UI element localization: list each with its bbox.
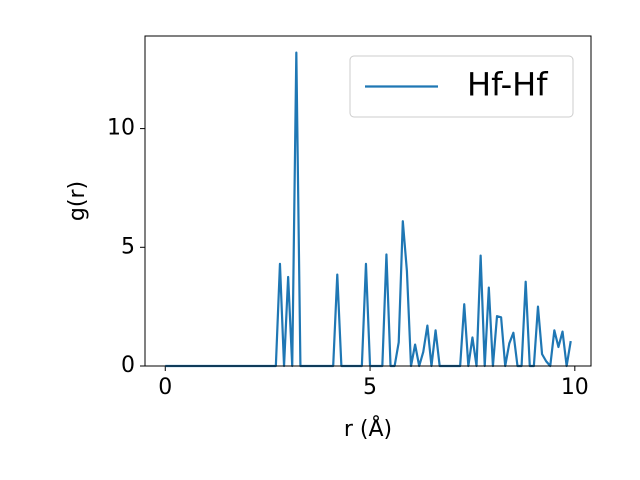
x-tick-label: 5: [363, 375, 377, 400]
x-axis-label: r (Å): [344, 415, 392, 442]
legend-box: [349, 55, 574, 118]
y-tick-label: 10: [107, 116, 135, 141]
y-axis-label: g(r): [65, 181, 90, 221]
y-tick-label: 0: [121, 353, 135, 378]
x-tick-label: 0: [158, 375, 172, 400]
plot-frame: [144, 35, 592, 367]
y-tick-label: 5: [121, 234, 135, 259]
legend-label: Hf-Hf: [467, 66, 548, 104]
x-tick-label: 10: [561, 375, 589, 400]
